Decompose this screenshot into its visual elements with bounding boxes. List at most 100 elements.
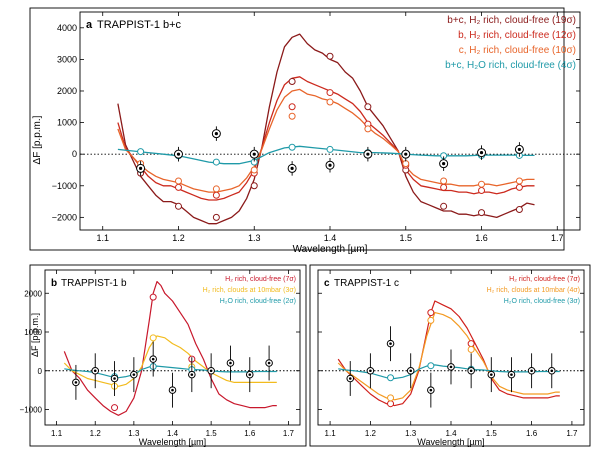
model-marker: [149, 293, 157, 301]
x-tick-label: 1.6: [526, 429, 538, 438]
x-tick-label: 1.6: [475, 233, 488, 243]
observation-dot: [366, 152, 370, 156]
x-tick-label: 1.1: [51, 429, 63, 438]
panel-letter: b: [51, 278, 57, 289]
model-marker: [212, 158, 220, 166]
observation-dot: [479, 150, 484, 155]
model-marker: [288, 143, 296, 151]
model-marker: [288, 103, 296, 111]
y-tick-label: −2000: [52, 212, 77, 222]
observation-dot: [469, 369, 473, 373]
observation-dot: [442, 162, 446, 166]
observation-dot: [229, 361, 232, 365]
model-marker: [515, 177, 523, 185]
model-marker: [174, 183, 182, 191]
y-tick-label: 2000: [57, 86, 77, 96]
observation-dot: [530, 369, 533, 373]
series-line-1: [117, 76, 535, 201]
legend-entry-3: b+c, H₂O rich, cloud-free (4σ): [445, 60, 576, 71]
panel-letter: c: [324, 278, 330, 289]
observation-dot: [214, 132, 218, 136]
model-marker: [212, 185, 220, 193]
panel-b: 1.1 1.2 1.3 1.4 1.5 1.6 1.7 −1000 0 1000 2000 Wavel…: [20, 264, 307, 447]
observation-dot: [389, 342, 392, 345]
y-tick-label: 2000: [24, 289, 42, 298]
y-tick-label: 1000: [24, 328, 42, 337]
model-marker: [427, 316, 435, 324]
observation-dot: [290, 166, 294, 170]
model-marker: [111, 404, 119, 412]
model-marker: [427, 309, 435, 317]
series-line-1: [337, 312, 560, 401]
x-tick-label: 1.7: [283, 429, 295, 438]
observation-dot: [248, 373, 252, 376]
model-marker: [440, 177, 448, 185]
model-marker: [467, 345, 475, 353]
x-tick-label: 1.3: [128, 429, 140, 438]
y-axis-label: ΔF [p.p.m.]: [30, 313, 40, 357]
legend-entry-1: H₂ rich, clouds at 10mbar (3σ): [203, 287, 296, 294]
x-tick-label: 1.4: [445, 429, 457, 438]
x-tick-label: 1.3: [405, 429, 417, 438]
model-marker: [515, 183, 523, 191]
panel-letter: a: [86, 19, 93, 31]
series-line-0: [337, 300, 560, 407]
observation-dot: [550, 369, 554, 373]
model-marker: [149, 334, 157, 342]
model-marker: [387, 394, 395, 402]
model-marker: [288, 78, 296, 86]
model-marker: [387, 400, 395, 408]
x-tick-label: 1.2: [90, 429, 102, 438]
model-marker: [364, 103, 372, 111]
model-marker: [467, 340, 475, 348]
series-line-1: [63, 335, 277, 387]
observation-dot: [132, 373, 136, 376]
model-marker: [326, 145, 334, 153]
y-tick-label: 1000: [57, 118, 77, 128]
panel-title: a TRAPPIST-1 b+c: [86, 19, 182, 31]
observation-dot: [348, 377, 352, 380]
panel-frame: [29, 7, 565, 251]
panel-title: c TRAPPIST-1 c: [324, 278, 399, 289]
series-line-2: [117, 88, 535, 193]
observation-dot: [328, 163, 332, 167]
observation-dot: [409, 369, 412, 373]
x-tick-label: 1.2: [172, 233, 185, 243]
model-marker: [326, 89, 334, 97]
legend-entry-2: H₂O rich, cloud-free (3σ): [504, 298, 580, 305]
x-tick-label: 1.6: [244, 429, 256, 438]
panel-title-text: TRAPPIST-1 b: [61, 278, 127, 289]
model-marker: [250, 166, 258, 174]
observation-dot: [517, 147, 521, 152]
observation-dot: [171, 388, 174, 392]
model-marker: [387, 374, 395, 382]
x-tick-label: 1.1: [96, 233, 109, 243]
model-marker: [137, 148, 145, 156]
y-tick-label: 0: [38, 367, 43, 376]
model-marker: [478, 209, 486, 217]
series-line-2: [64, 365, 277, 379]
observation-dot: [404, 152, 408, 156]
panel-title-text: TRAPPIST-1 c: [334, 278, 399, 289]
observation-dot: [252, 152, 256, 156]
legend: H₂ rich, cloud-free (7σ) H₂ rich, clouds …: [487, 276, 580, 305]
observation-dot: [510, 373, 513, 376]
x-tick-label: 1.3: [248, 233, 261, 243]
legend: b+c, H₂ rich, cloud-free (19σ) b, H₂ rich…: [445, 15, 576, 71]
x-axis-label: Wavelength [µm]: [417, 437, 484, 447]
panel-frame: [29, 264, 307, 447]
observation-dot: [139, 166, 143, 170]
panel-a: 1.1 1.2 1.3 1.4 1.5 1.6 1.7 −2000 −1000 0 1000 2000…: [29, 7, 581, 255]
model-marker: [212, 191, 220, 199]
y-axis-label: ΔF [p.p.m.]: [32, 115, 43, 164]
observation-dot: [151, 357, 155, 361]
y-tick-label: 3000: [57, 54, 77, 64]
x-axis-label: Wavelength [µm]: [139, 437, 206, 447]
observation-dot: [209, 369, 213, 373]
model-marker: [174, 202, 182, 210]
model-marker: [326, 52, 334, 60]
x-tick-label: 1.4: [167, 429, 179, 438]
x-tick-label: 1.2: [365, 429, 377, 438]
model-marker: [478, 187, 486, 195]
x-axis-label: Wavelength [µm]: [293, 244, 368, 255]
